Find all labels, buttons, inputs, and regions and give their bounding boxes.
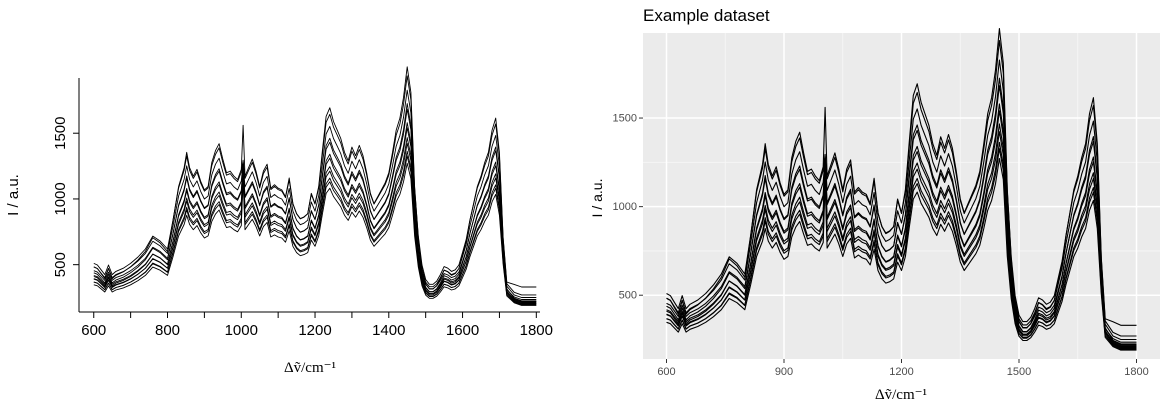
y-tick-label: 500 [52,252,69,277]
series-line-3 [93,89,537,298]
x-tick-label: 1500 [1007,366,1031,378]
series-line-9 [666,131,1137,349]
series-line-3 [666,59,1137,341]
x-tick-label: 1200 [298,322,331,339]
left-x-ticks: 600 800 1000 1200 1400 1600 1800 [81,312,553,339]
x-tick-label: 600 [81,322,106,339]
right-y-ticks: 500 1000 1500 [613,113,643,302]
series-line-9 [93,142,537,304]
x-tick-label: 600 [657,366,675,378]
series-line-11 [666,148,1137,350]
series-line-2 [93,75,537,296]
x-tick-label: 1400 [372,322,405,339]
series-line-11 [93,155,537,306]
x-tick-label: 1800 [1124,366,1148,378]
y-tick-label: 1000 [613,201,637,213]
left-x-axis-label: Δṽ/cm⁻¹ [284,360,336,376]
x-tick-label: 800 [155,322,180,339]
right-series-lines [666,28,1137,351]
x-tick-label: 1600 [446,322,479,339]
right-y-axis-label: I / a.u. [589,179,605,218]
series-line-5 [93,108,537,302]
series-line-5 [666,85,1137,345]
x-tick-label: 1000 [225,322,258,339]
series-line-12 [666,157,1137,351]
y-tick-label: 1000 [52,182,69,215]
series-line-12 [93,162,537,306]
x-tick-label: 1800 [520,322,553,339]
y-tick-label: 1500 [613,113,637,125]
series-line-7 [93,127,537,303]
right-chart-title: Example dataset [643,6,770,25]
left-y-axis-label: I / a.u. [5,174,22,216]
chart-right: Example dataset 600 900 1200 1500 1800 500 10… [589,6,1160,403]
right-x-axis-label: Δṽ/cm⁻¹ [875,387,927,403]
x-tick-label: 1200 [889,366,913,378]
y-tick-label: 500 [619,290,637,302]
series-line-6 [93,122,537,302]
right-x-ticks: 600 900 1200 1500 1800 [657,359,1149,378]
left-series-lines [93,66,537,306]
series-line-7 [666,110,1137,347]
series-line-2 [666,40,1137,337]
left-y-ticks: 500 1000 1500 [52,117,79,277]
y-tick-label: 1500 [52,117,69,150]
x-tick-label: 900 [775,366,793,378]
chart-left: 600 800 1000 1200 1400 1600 1800 500 1000 1500 Δ… [5,66,553,376]
